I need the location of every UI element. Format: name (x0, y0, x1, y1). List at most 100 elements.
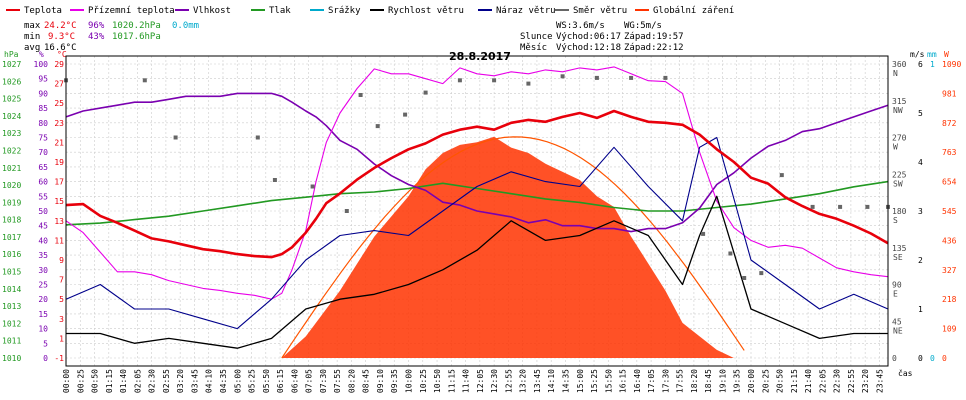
wind-direction-point (838, 204, 843, 209)
y-tick-label: 9 (59, 256, 64, 265)
stat-min-pressure: 1017.6hPa (112, 32, 161, 42)
stats-block: max 24.2°C 96% 1020.2hPa 0.0mm min 9.3°C… (24, 21, 199, 53)
y-tick-label: NW (893, 106, 903, 115)
x-tick-label: 02:05 (133, 369, 142, 393)
x-tick-label: 05:50 (262, 369, 271, 393)
y-tick-label: SW (893, 179, 903, 188)
wind-direction-point (423, 90, 428, 95)
y-tick-label: 15 (38, 310, 48, 319)
wind-direction-point (375, 124, 380, 129)
y-tick-label: 90 (38, 89, 48, 98)
wind-direction-point (310, 184, 315, 189)
wind-speed-unit-label: m/s (910, 50, 925, 59)
wind-direction-point (173, 135, 178, 140)
y-tick-label: 17 (54, 178, 64, 187)
stat-max-humidity: 96% (88, 21, 105, 31)
legend-label: Přízemní teplota (88, 6, 175, 16)
series-radiation-area (281, 136, 734, 358)
rain-unit-label: mm (927, 50, 937, 59)
y-tick-label: 29 (54, 60, 64, 69)
legend-label: Směr větru (573, 6, 627, 16)
x-tick-label: 11:15 (447, 369, 456, 393)
radiation-unit-label: W (944, 50, 949, 59)
y-tick-label: 270 (892, 134, 907, 143)
x-tick-label: 06:40 (290, 369, 299, 393)
y-tick-label: 1020 (2, 181, 21, 190)
x-tick-label: 13:20 (519, 369, 528, 393)
wind-speed-summary: WS:3.6m/s (556, 21, 605, 31)
y-tick-label: NE (893, 326, 903, 335)
x-tick-label: 10:25 (419, 369, 428, 393)
y-tick-label: 27 (54, 80, 64, 89)
wind-direction-point (728, 251, 733, 256)
y-tick-label: 25 (54, 99, 64, 108)
y-tick-label: 1012 (2, 319, 21, 328)
y-tick-label: 1019 (2, 198, 21, 207)
wind-direction-point (403, 112, 408, 117)
x-tick-label: 02:55 (162, 369, 171, 393)
stat-max-temp: 24.2°C (44, 21, 77, 31)
x-tick-label: 12:55 (504, 369, 513, 393)
x-tick-label: 19:10 (718, 369, 727, 393)
y-tick-label: 0 (930, 354, 935, 363)
x-tick-label: 13:45 (533, 369, 542, 393)
y-tick-label: 360 (892, 60, 907, 69)
y-tick-label: E (893, 290, 898, 299)
y-tick-label: 218 (942, 295, 957, 304)
humidity-unit-label: % (39, 50, 44, 59)
x-tick-label: 15:50 (604, 369, 613, 393)
stat-max-label: max (24, 21, 41, 31)
y-tick-label: 436 (942, 236, 957, 245)
y-tick-label: 4 (918, 158, 923, 167)
y-tick-label: 100 (34, 60, 49, 69)
series-line (65, 180, 889, 226)
y-tick-label: 545 (942, 207, 957, 216)
series-line (66, 195, 888, 349)
radiation-clear-sky-curve (281, 136, 745, 359)
wind-direction-point (594, 75, 599, 80)
x-tick-label: 04:10 (205, 369, 214, 393)
wind-direction-point (742, 276, 747, 280)
astro-block: WS:3.6m/s WG:5m/s Slunce Východ:06:17 Zá… (520, 21, 684, 53)
y-tick-label: 1025 (2, 95, 21, 104)
stat-avg-temp: 16.6°C (44, 43, 77, 53)
y-tick-label: 135 (892, 244, 907, 253)
y-tick-label: 11 (54, 236, 64, 245)
x-tick-label: 10:00 (405, 369, 414, 393)
x-tick-label: 16:15 (619, 369, 628, 393)
x-tick-label: 01:15 (105, 369, 114, 393)
stat-min-temp: 9.3°C (48, 32, 75, 42)
legend-label: Teplota (24, 6, 62, 16)
legend-label: Srážky (328, 6, 361, 16)
y-tick-label: 180 (892, 207, 907, 216)
y-tick-label: 60 (38, 178, 48, 187)
x-tick-label: 22:30 (833, 369, 842, 393)
y-tick-label: 20 (38, 295, 48, 304)
wind-direction-point (272, 178, 277, 182)
wind-direction-point (779, 173, 784, 178)
wind-direction-point (255, 135, 260, 140)
y-tick-label: 1011 (2, 337, 21, 346)
y-tick-label: 1022 (2, 146, 21, 155)
x-tick-label: 14:10 (547, 369, 556, 393)
y-tick-label: 23 (54, 119, 64, 128)
chart-title: 28.8.2017 (449, 50, 511, 63)
x-tick-label: 07:30 (319, 369, 328, 393)
legend-label: Vlhkost (193, 6, 231, 16)
y-tick-label: 981 (942, 89, 957, 98)
x-tick-label: 08:45 (362, 369, 371, 393)
x-tick-label: 10:50 (433, 369, 442, 393)
y-tick-label: 0 (892, 354, 897, 363)
wind-direction-point (865, 204, 870, 209)
y-tick-label: 21 (54, 138, 64, 147)
legend-label: Globální záření (653, 6, 734, 16)
x-tick-label: 15:25 (590, 369, 599, 393)
y-tick-label: 0 (43, 354, 48, 363)
y-tick-label: 1090 (942, 60, 961, 69)
y-tick-label: 7 (59, 276, 64, 285)
temperature-unit-label: °C (57, 50, 67, 59)
y-axes: 1027102610251024102310221021102010191018… (2, 60, 961, 363)
sunrise-time: Východ:06:17 (556, 32, 621, 42)
y-tick-label: 5 (918, 109, 923, 118)
legend-label: Tlak (269, 6, 291, 16)
